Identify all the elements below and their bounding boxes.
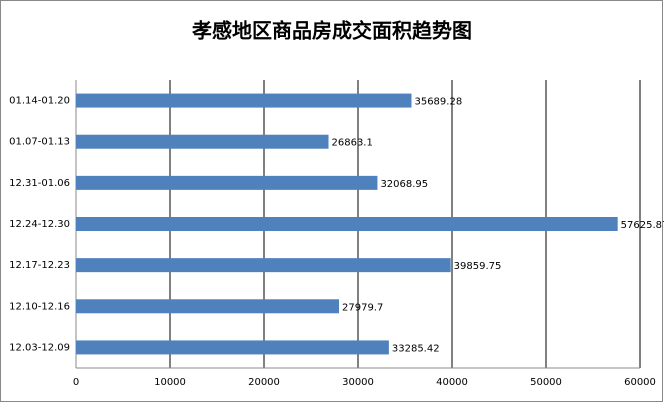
y-tick-label: 12.31-01.06 xyxy=(9,178,70,189)
value-label: 26863.1 xyxy=(332,138,373,149)
x-tick-label: 30000 xyxy=(342,377,374,388)
x-tick-label: 20000 xyxy=(248,377,280,388)
bar xyxy=(76,217,618,231)
bar xyxy=(76,134,329,149)
chart-title: 孝感地区商品房成交面积趋势图 xyxy=(191,19,472,43)
x-tick-label: 50000 xyxy=(530,377,562,388)
y-tick-label: 12.10-12.16 xyxy=(9,301,70,312)
bar xyxy=(76,340,389,355)
y-tick-label: 12.24-12.30 xyxy=(9,219,70,230)
value-label: 27979.7 xyxy=(342,302,383,313)
y-tick-label: 01.07-01.13 xyxy=(9,137,70,148)
value-label: 32068.95 xyxy=(380,179,428,190)
value-label: 33285.42 xyxy=(392,343,440,354)
bar xyxy=(76,258,451,273)
x-tick-label: 60000 xyxy=(624,377,656,388)
y-tick-label: 12.03-12.09 xyxy=(9,342,70,353)
y-tick-label: 12.17-12.23 xyxy=(9,260,70,271)
y-tick-label: 01.14-01.20 xyxy=(9,96,70,107)
x-tick-label: 10000 xyxy=(154,377,186,388)
bar xyxy=(76,299,340,314)
bar xyxy=(76,175,378,190)
value-label: 35689.28 xyxy=(414,97,462,108)
x-tick-label: 40000 xyxy=(436,377,468,388)
value-label: 39859.75 xyxy=(454,261,502,272)
bar xyxy=(76,93,412,108)
value-label: 57625.87 xyxy=(621,220,664,231)
x-tick-label: 0 xyxy=(73,377,79,388)
